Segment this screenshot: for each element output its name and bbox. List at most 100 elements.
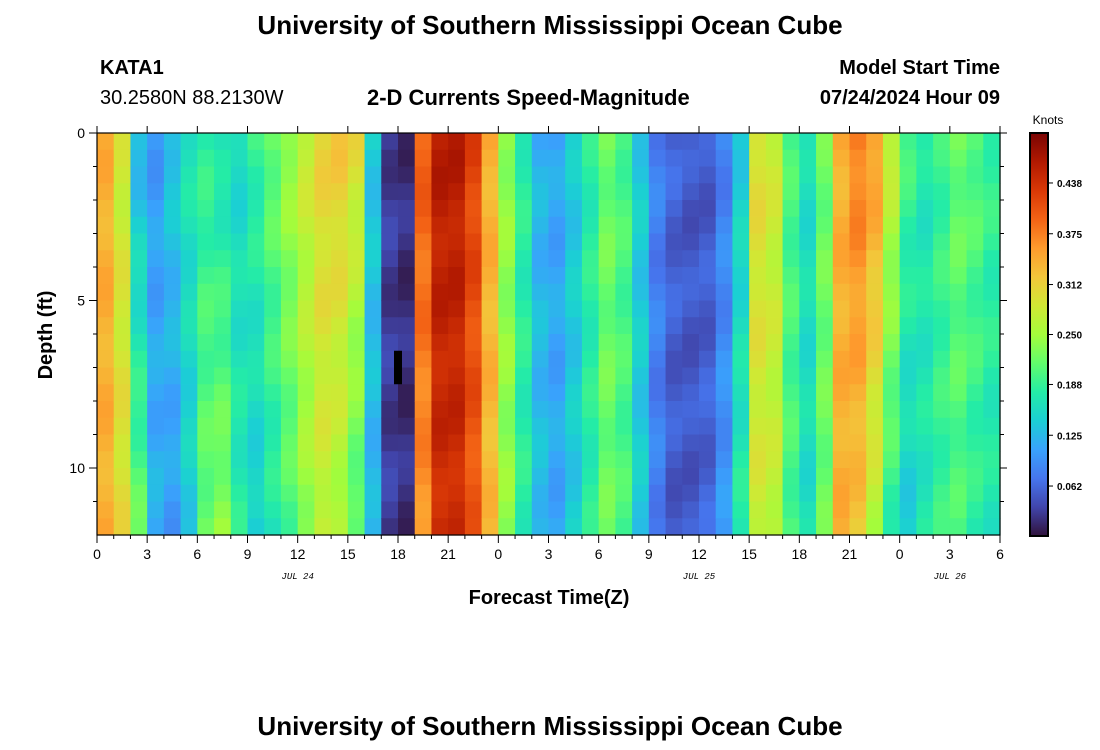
heatmap-cell — [581, 501, 600, 519]
heatmap-cell — [481, 434, 499, 452]
heatmap-cell — [615, 501, 633, 519]
heatmap-cell — [699, 518, 717, 536]
heatmap-cell — [531, 384, 550, 402]
heatmap-cell — [832, 434, 851, 452]
heatmap-cell — [816, 451, 834, 469]
heatmap-cell — [715, 434, 734, 452]
heatmap-cell — [565, 468, 583, 486]
heatmap-cell — [247, 166, 265, 184]
heatmap-cell — [414, 166, 433, 184]
heatmap-cell — [448, 334, 466, 352]
x-tick-label: 21 — [842, 546, 858, 562]
heatmap-cell — [247, 283, 265, 302]
heatmap-cell — [565, 200, 583, 218]
heatmap-cell — [849, 317, 867, 335]
heatmap-cell — [949, 233, 968, 251]
heatmap-cell — [782, 283, 800, 302]
heatmap-cell — [966, 350, 984, 369]
heatmap-cell — [431, 283, 449, 302]
heatmap-cell — [849, 133, 867, 151]
heatmap-cell — [398, 334, 416, 352]
heatmap-cell — [498, 501, 516, 519]
heatmap-cell — [331, 417, 349, 436]
heatmap-cell — [364, 200, 382, 218]
heatmap-cell — [515, 334, 533, 352]
heatmap-cell — [866, 133, 884, 151]
x-tick-label: 6 — [996, 546, 1004, 562]
heatmap-cell — [481, 283, 499, 302]
heatmap-cell — [414, 501, 433, 519]
heatmap-cell — [598, 334, 616, 352]
heatmap-cell — [464, 149, 483, 168]
heatmap-cell — [966, 468, 984, 486]
heatmap-cell — [498, 350, 516, 369]
station-id: KATA1 — [100, 57, 164, 79]
axis-ticks: 0 3 6 9 12 15 18 21 0 3 6 9 12 15 18 21 0 3 6 JUL 24 JUL 25 J… — [69, 125, 1007, 582]
heatmap-cell — [565, 267, 583, 285]
heatmap-cell — [665, 300, 683, 318]
heatmap-cell — [682, 283, 700, 302]
heatmap-cell — [113, 300, 132, 318]
heatmap-cell — [699, 334, 717, 352]
heatmap-cell — [749, 484, 767, 503]
heatmap-cell — [197, 434, 215, 452]
heatmap-cell — [548, 518, 566, 536]
heatmap-cell — [648, 334, 667, 352]
heatmap-cell — [431, 384, 449, 402]
heatmap-cell — [799, 250, 817, 268]
heatmap-cell — [163, 267, 182, 285]
heatmap-cell — [113, 183, 132, 201]
heatmap-cell — [799, 317, 817, 335]
heatmap-cell — [849, 384, 867, 402]
heatmap-cell — [598, 384, 616, 402]
heatmap-cell — [280, 451, 299, 469]
heatmap-cell — [548, 317, 566, 335]
heatmap-cell — [531, 166, 550, 184]
x-tick-label: 9 — [645, 546, 653, 562]
colorbar-tick-label: 0.250 — [1057, 331, 1082, 342]
heatmap-cell — [648, 233, 667, 251]
heatmap-cell — [481, 317, 499, 335]
heatmap-cell — [615, 166, 633, 184]
heatmap-cell — [816, 133, 834, 151]
heatmap-cell — [732, 166, 750, 184]
heatmap-cell — [949, 216, 968, 235]
heatmap-cell — [230, 334, 249, 352]
heatmap-cell — [531, 283, 550, 302]
heatmap-cell — [632, 384, 650, 402]
heatmap-cell — [180, 417, 198, 436]
heatmap-cell — [498, 334, 516, 352]
heatmap-cell — [648, 367, 667, 385]
heatmap-cell — [130, 451, 148, 469]
heatmap-cell — [381, 468, 399, 486]
heatmap-cell — [832, 384, 851, 402]
heatmap-cell — [598, 417, 616, 436]
heatmap-cell — [765, 334, 784, 352]
heatmap-cell — [749, 501, 767, 519]
heatmap-cell — [214, 133, 232, 151]
heatmap-cell — [916, 434, 934, 452]
heatmap-cell — [949, 283, 968, 302]
heatmap-cell — [816, 267, 834, 285]
heatmap-cell — [615, 200, 633, 218]
heatmap-cell — [230, 133, 249, 151]
heatmap-cell — [264, 350, 282, 369]
heatmap-cell — [314, 300, 332, 318]
heatmap-cell — [866, 166, 884, 184]
heatmap-cell — [749, 317, 767, 335]
heatmap-cell — [949, 501, 968, 519]
heatmap-cell — [548, 484, 566, 503]
heatmap-cell — [682, 300, 700, 318]
heatmap-cell — [866, 183, 884, 201]
heatmap-cell — [799, 434, 817, 452]
heatmap-cell — [916, 317, 934, 335]
heatmap-cell — [448, 417, 466, 436]
heatmap-cell — [414, 434, 433, 452]
heatmap-cell — [515, 484, 533, 503]
heatmap-cell — [882, 451, 901, 469]
heatmap-cell — [498, 250, 516, 268]
heatmap-cell — [448, 401, 466, 419]
heatmap-cell — [632, 350, 650, 369]
heatmap-cell — [832, 401, 851, 419]
heatmap-cell — [314, 501, 332, 519]
